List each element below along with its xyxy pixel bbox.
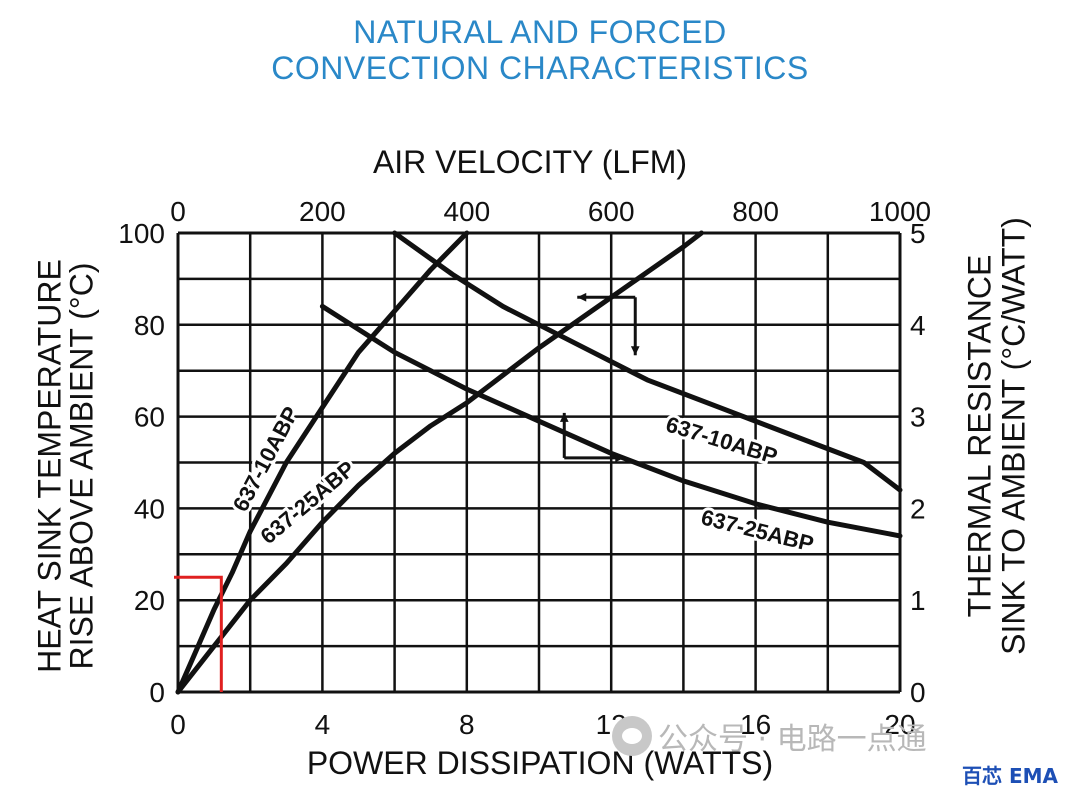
top-tick-label: 200 <box>299 196 346 227</box>
left-tick-label: 0 <box>149 677 165 708</box>
title-line-1: NATURAL AND FORCED <box>353 14 727 50</box>
right-tick-label: 4 <box>910 310 926 341</box>
right-tick-label: 1 <box>910 585 926 616</box>
annotation-marker <box>174 575 223 692</box>
bottom-tick-label: 16 <box>740 709 771 740</box>
series-line <box>319 303 903 539</box>
top-tick-label: 800 <box>732 196 779 227</box>
right-tick-label: 0 <box>910 677 926 708</box>
left-axis-label-line-2: RISE ABOVE AMBIENT (°C) <box>63 263 99 670</box>
brand-logo: 百芯 EMA <box>962 764 1059 788</box>
bottom-tick-label: 8 <box>459 709 475 740</box>
bottom-axis-label: POWER DISSIPATION (WATTS) <box>307 745 773 781</box>
top-tick-label: 600 <box>588 196 635 227</box>
arrow-head-icon <box>615 453 625 463</box>
arrow-head-icon <box>559 412 569 422</box>
series-label: 637-10ABP <box>663 411 780 469</box>
watermark: 公众号 · 电路一点通 <box>612 714 927 758</box>
top-tick-label: 400 <box>443 196 490 227</box>
arrow-head-icon <box>577 292 587 302</box>
top-axis-label: AIR VELOCITY (LFM) <box>373 144 687 180</box>
series-line <box>175 230 704 695</box>
series-line <box>175 230 470 695</box>
top-tick-label: 1000 <box>869 196 931 227</box>
watermark-text: 公众号 · 电路一点通 <box>658 722 927 757</box>
left-tick-label: 20 <box>134 585 165 616</box>
left-tick-label: 40 <box>134 493 165 524</box>
right-tick-label: 3 <box>910 402 926 433</box>
wechat-logo-icon <box>612 716 652 756</box>
grid <box>176 231 902 694</box>
right-tick-label: 2 <box>910 493 926 524</box>
left-tick-label: 60 <box>134 402 165 433</box>
bottom-tick-label: 4 <box>315 709 331 740</box>
chart-title: NATURAL AND FORCED CONVECTION CHARACTERI… <box>0 14 1080 86</box>
title-line-2: CONVECTION CHARACTERISTICS <box>271 50 809 86</box>
left-tick-label: 100 <box>118 218 165 249</box>
bottom-tick-label: 20 <box>884 709 915 740</box>
bottom-tick-label: 0 <box>170 709 186 740</box>
left-tick-label: 80 <box>134 310 165 341</box>
left-axis-label-line-1: HEAT SINK TEMPERATURE <box>31 259 67 673</box>
right-axis-label-line-1: THERMAL RESISTANCE <box>961 255 997 618</box>
right-axis-label-line-2: SINK TO AMBIENT (°C/WATT) <box>995 217 1031 655</box>
series-line <box>392 230 903 493</box>
top-tick-label: 0 <box>170 196 186 227</box>
right-tick-label: 5 <box>910 218 926 249</box>
arrow-head-icon <box>630 346 640 356</box>
